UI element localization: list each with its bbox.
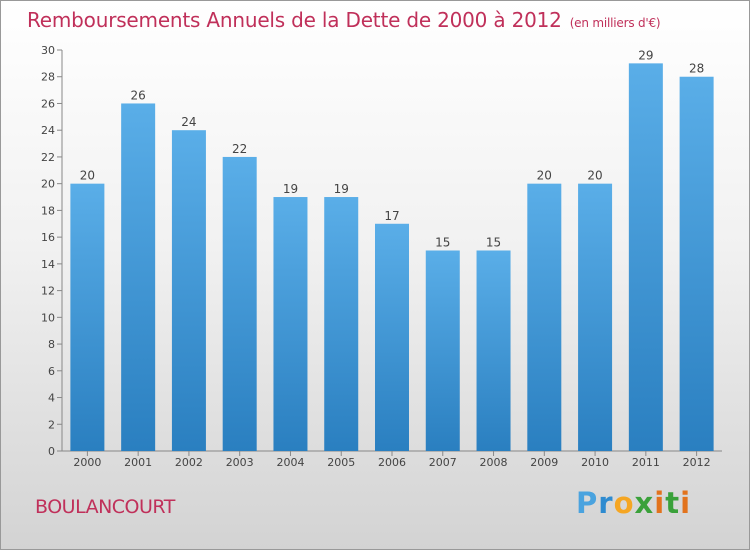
- bar-value-label: 22: [232, 142, 247, 156]
- bar: [527, 183, 562, 451]
- y-tick-label: 14: [41, 258, 55, 271]
- proxiti-logo[interactable]: Proxiti: [576, 486, 691, 520]
- bar-value-label: 24: [181, 115, 196, 129]
- x-tick-label: 2011: [632, 456, 660, 469]
- y-tick-label: 28: [41, 71, 55, 84]
- y-tick-label: 24: [41, 124, 55, 137]
- chart-unit: (en milliers d'€): [569, 16, 661, 30]
- bar: [121, 103, 156, 451]
- bar-value-label: 20: [80, 169, 95, 183]
- x-tick-label: 2009: [530, 456, 558, 469]
- logo-letter: o: [613, 486, 635, 520]
- bar: [375, 223, 409, 451]
- y-tick-label: 30: [41, 44, 55, 57]
- x-tick-label: 2006: [378, 456, 406, 469]
- logo-letter: x: [634, 486, 655, 520]
- bar-value-label: 17: [384, 209, 399, 223]
- x-tick-label: 2010: [581, 456, 609, 469]
- y-tick-label: 26: [41, 97, 55, 110]
- logo-letter: t: [665, 486, 681, 520]
- y-tick-label: 12: [41, 285, 55, 298]
- bar: [273, 197, 308, 451]
- logo-letter: P: [576, 486, 599, 520]
- x-tick-label: 2003: [226, 456, 254, 469]
- logo-letter: r: [598, 486, 614, 520]
- y-tick-label: 22: [41, 151, 55, 164]
- x-tick-label: 2008: [480, 456, 508, 469]
- bar: [628, 63, 663, 451]
- x-tick-label: 2005: [327, 456, 355, 469]
- x-tick-label: 2012: [683, 456, 711, 469]
- y-tick-label: 0: [48, 445, 55, 458]
- chart-title-text: Remboursements Annuels de la Dette de 20…: [27, 8, 562, 32]
- bar-value-label: 26: [131, 88, 146, 102]
- x-tick-label: 2002: [175, 456, 203, 469]
- y-tick-label: 16: [41, 231, 55, 244]
- bar-value-label: 19: [334, 182, 349, 196]
- chart-title: Remboursements Annuels de la Dette de 20…: [27, 8, 661, 32]
- bar: [324, 197, 359, 451]
- logo-letter: i: [680, 486, 692, 520]
- y-tick-label: 4: [48, 392, 55, 405]
- bar-value-label: 29: [638, 48, 653, 62]
- logo-letter: i: [654, 486, 666, 520]
- bar-value-label: 20: [587, 169, 602, 183]
- y-tick-label: 2: [48, 418, 55, 431]
- bar: [476, 250, 511, 451]
- bar: [70, 183, 105, 451]
- x-tick-label: 2004: [276, 456, 304, 469]
- bar: [425, 250, 460, 451]
- bar-value-label: 19: [283, 182, 298, 196]
- bar: [222, 156, 257, 451]
- y-tick-label: 18: [41, 204, 55, 217]
- bar: [679, 76, 714, 451]
- x-tick-label: 2000: [73, 456, 101, 469]
- bar: [578, 183, 613, 451]
- bar-value-label: 15: [486, 236, 501, 250]
- bar-value-label: 28: [689, 62, 704, 76]
- bar-value-label: 20: [537, 169, 552, 183]
- y-tick-label: 20: [41, 178, 55, 191]
- y-tick-label: 6: [48, 365, 55, 378]
- bar: [171, 130, 206, 451]
- x-tick-label: 2007: [429, 456, 457, 469]
- y-tick-label: 8: [48, 338, 55, 351]
- x-tick-label: 2001: [124, 456, 152, 469]
- bar-value-label: 15: [435, 236, 450, 250]
- y-tick-label: 10: [41, 311, 55, 324]
- commune-name: BOULANCOURT: [35, 496, 175, 518]
